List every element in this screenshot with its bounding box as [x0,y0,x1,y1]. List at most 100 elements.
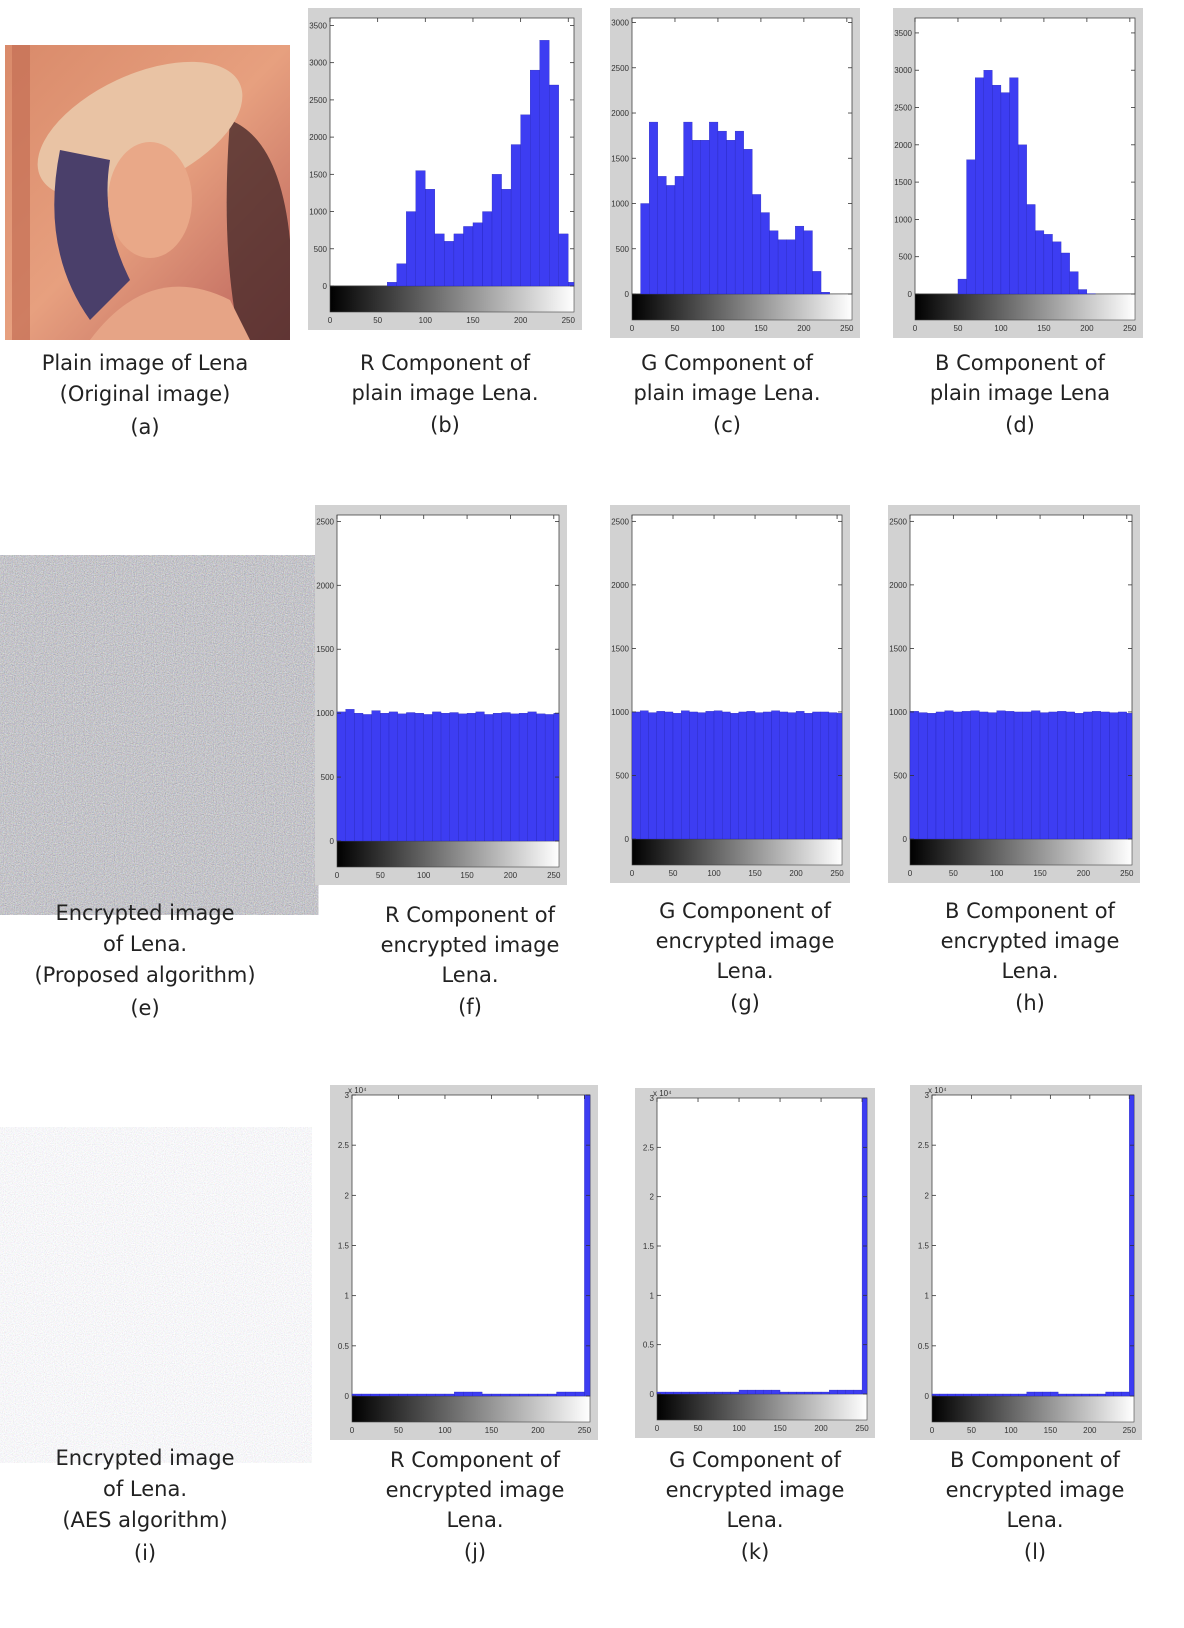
x-tick-label: 150 [466,316,480,325]
y-tick-label: 1500 [309,170,327,179]
caption-line: (Proposed algorithm) [34,963,255,987]
histogram-bar [426,1394,435,1396]
x-tick-label: 100 [707,869,721,878]
histogram-bar [424,714,433,841]
histogram-bar [545,714,554,841]
x-tick-label: 0 [908,869,913,878]
histogram-bar [706,1392,714,1394]
histogram-bar [568,282,574,286]
y-tick-label: 0.5 [918,1342,930,1351]
histogram-bar [408,1394,417,1396]
colorbar [330,286,574,312]
histogram-bar [416,171,426,286]
histogram-bar [1053,242,1062,294]
histogram-bar [445,1394,454,1396]
histogram-bar [1075,713,1084,839]
y-tick-label: 0.5 [643,1341,655,1350]
histogram-bar [354,713,363,841]
histogram-bar [502,189,512,286]
y-tick-label: 500 [321,773,335,782]
histogram-bar [1049,712,1058,839]
histogram-bar [837,713,842,839]
caption-line: of Lena. [103,932,187,956]
histogram-bar [727,140,736,294]
caption-line: G Component of [659,899,831,923]
histogram-bar [387,282,397,286]
y-tick-label: 1000 [316,709,334,718]
histogram-bar [770,231,779,294]
histogram-bar [575,1392,584,1396]
histogram-bar [837,1390,845,1394]
caption-line: G Component of [641,351,813,375]
x-tick-label: 50 [376,871,385,880]
histogram-bar [747,711,755,839]
histogram-bar [1101,712,1110,839]
histogram-bar [371,1394,380,1396]
histogram-bar [657,711,665,839]
y-tick-label: 0 [330,837,335,846]
histogram-bar [731,1392,739,1394]
y-tick-label: 3000 [309,59,327,68]
x-tick-label: 100 [711,324,725,333]
histogram-bar [682,1392,690,1394]
histogram-bar [436,1394,445,1396]
histogram-bar [692,140,701,294]
histogram-bar [755,1390,763,1394]
histogram-bar [788,1392,796,1394]
x-tick-label: 0 [630,869,635,878]
x-tick-label: 50 [954,324,963,333]
x-tick-label: 50 [694,1424,703,1433]
y-tick-label: 1000 [894,215,912,224]
colorbar [337,841,559,867]
y-tick-label: 2000 [611,581,629,590]
histogram-bar [510,1394,519,1396]
histogram-bar [821,1392,829,1394]
histogram-bar [463,226,473,286]
y-tick-label: 1000 [611,200,629,209]
histogram-bar [540,40,550,286]
histogram-bar [778,240,787,294]
x-tick-label: 0 [630,324,635,333]
histogram-bar [536,714,545,841]
histogram-bar [454,1392,463,1396]
histogram-bar [361,1394,370,1396]
histogram-bar [415,713,424,841]
colorbar [632,294,852,320]
histogram-bar [649,122,658,294]
histogram-bar [458,714,467,841]
histogram-bar [1098,1394,1106,1396]
caption-line: G Component of [669,1448,841,1472]
histogram-bar [1113,1392,1121,1396]
histogram-bar [658,176,667,294]
histogram-bar [641,204,650,294]
histogram-bar [673,713,681,839]
plot-area [932,1095,1134,1396]
colorbar [657,1394,867,1420]
histogram-bar [995,1394,1003,1396]
x-tick-label: 150 [1033,869,1047,878]
histogram-bar [681,711,689,839]
y-tick-label: 2 [925,1191,930,1200]
histogram-bar [829,1390,837,1394]
caption-line: Lena. [446,1508,503,1532]
y-tick-label: 2.5 [918,1141,930,1150]
histogram-bar [714,711,722,839]
x-tick-label: 0 [335,871,340,880]
histogram-bar [780,1392,788,1394]
histogram-bar [846,1390,854,1394]
histogram-bar [397,264,407,286]
y-tick-label: 0 [650,1390,655,1399]
y-tick-label: 1500 [316,645,334,654]
histogram-bar [979,1394,987,1396]
histogram-bar [1061,253,1070,294]
histogram-bar [665,712,673,839]
x-tick-label: 250 [840,324,854,333]
caption-line: encrypted image [656,929,835,953]
histogram-bar [473,1392,482,1396]
histogram-bar [482,1394,491,1396]
histogram-bar [689,712,697,839]
histogram-bar [1082,1394,1090,1396]
caption-line: of Lena. [103,1477,187,1501]
caption-line: Plain image of Lena [42,351,249,375]
caption-line: encrypted image [946,1478,1125,1502]
